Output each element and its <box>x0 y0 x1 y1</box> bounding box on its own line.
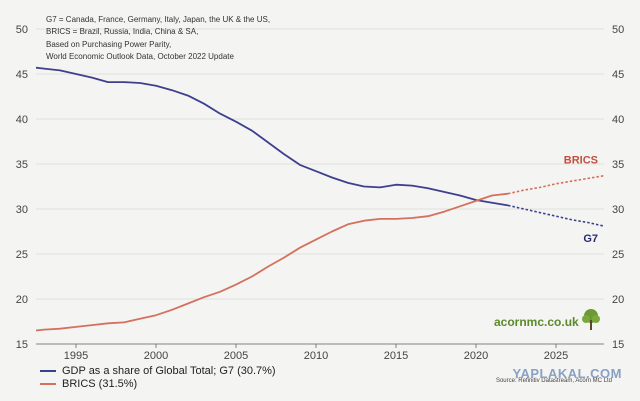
series-line-brics <box>35 192 509 332</box>
series-forecast-brics <box>507 174 605 195</box>
y-tick-label: 50 <box>16 24 28 36</box>
legend-swatch-g7 <box>40 369 56 372</box>
legend-item-g7: GDP as a share of Global Total; G7 (30.7… <box>40 364 276 377</box>
brand-name: acornmc.co.uk <box>494 315 579 329</box>
series-label-brics: BRICS <box>564 155 598 167</box>
x-axis: 1995 2000 2005 2010 2015 2020 2025 <box>36 343 604 362</box>
legend-item-brics: BRICS (31.5%) <box>40 377 276 390</box>
y-tick-label-right: 40 <box>612 114 624 126</box>
y-tick-label-right: 20 <box>612 294 624 306</box>
y-tick-label: 20 <box>16 294 28 306</box>
y-tick-label: 15 <box>16 339 28 351</box>
series-labels: G7 BRICS <box>564 155 598 245</box>
x-tick-label: 2025 <box>544 350 568 362</box>
x-tick-label: 2000 <box>144 350 168 362</box>
y-tick-label: 40 <box>16 114 28 126</box>
legend-swatch-brics <box>40 382 56 385</box>
y-tick-label: 45 <box>16 69 28 81</box>
legend: GDP as a share of Global Total; G7 (30.7… <box>40 364 276 390</box>
source-note: Source: Refinitiv Datastream, Acorn MC L… <box>495 378 612 384</box>
tree-icon <box>582 309 600 330</box>
y-tick-label-right: 15 <box>612 339 624 351</box>
note-line: World Economic Outlook Data, October 202… <box>46 51 234 61</box>
watermark: YAPLAKAL.COM <box>512 366 622 381</box>
x-tick-label: 2005 <box>224 350 248 362</box>
gridlines <box>36 28 604 345</box>
y-tick-label-right: 25 <box>612 249 624 261</box>
chart-notes: G7 = Canada, France, Germany, Italy, Jap… <box>46 14 270 63</box>
x-tick-label: 2020 <box>464 350 488 362</box>
y-tick-label-right: 35 <box>612 159 624 171</box>
x-tick-label: 1995 <box>64 350 88 362</box>
note-line: Based on Purchasing Power Parity, <box>46 39 172 49</box>
legend-label-brics: BRICS (31.5%) <box>62 377 138 390</box>
x-tick-label: 2015 <box>384 350 408 362</box>
y-tick-label-right: 45 <box>612 69 624 81</box>
x-tick-label: 2010 <box>304 350 328 362</box>
y-axis-left: 15 20 25 30 35 40 45 50 <box>16 24 28 351</box>
note-line: G7 = Canada, France, Germany, Italy, Jap… <box>46 15 271 24</box>
y-tick-label: 25 <box>16 249 28 261</box>
y-axis-right: 15 20 25 30 35 40 45 50 <box>612 24 624 351</box>
y-tick-label: 30 <box>16 204 28 216</box>
legend-label-g7: GDP as a share of Global Total; G7 (30.7… <box>62 364 276 377</box>
y-tick-label-right: 50 <box>612 24 624 36</box>
series-lines <box>35 66 605 332</box>
series-forecast-g7 <box>507 204 605 227</box>
series-line-g7 <box>35 66 509 207</box>
y-tick-label-right: 30 <box>612 204 624 216</box>
y-tick-label: 35 <box>16 159 28 171</box>
series-label-g7: G7 <box>583 233 598 245</box>
note-line: BRICS = Brazil, Russia, India, China & S… <box>46 27 199 37</box>
